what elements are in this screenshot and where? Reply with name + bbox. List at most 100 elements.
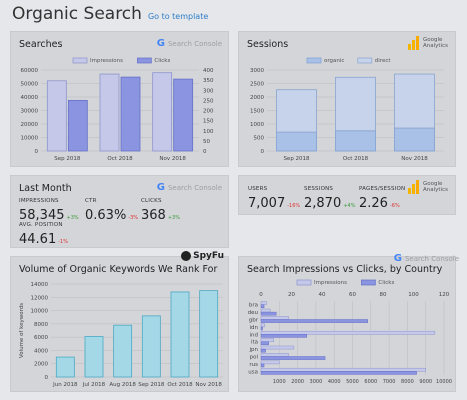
analytics-icon xyxy=(408,180,420,194)
y-tick-label: 2500 xyxy=(250,82,264,88)
kpi-clicks: CLICKS 368 +3% xyxy=(141,198,180,223)
legend-swatch xyxy=(137,57,152,64)
y-tick-label: 2000 xyxy=(250,95,264,101)
bar-clicks xyxy=(120,76,141,152)
legend-swatch xyxy=(357,57,373,64)
bar-clicks xyxy=(67,99,88,152)
search-console-badge: G Search Console xyxy=(393,253,459,264)
y-tick-label: 2000 xyxy=(34,362,48,368)
bar-clicks xyxy=(260,334,307,338)
y-tick-label: 20000 xyxy=(21,122,39,128)
bar-clicks xyxy=(260,304,265,309)
card-title: Searches xyxy=(19,39,63,50)
y-tick-label: 8000 xyxy=(34,322,48,328)
x-tick-label: Sep 2018 xyxy=(138,382,165,388)
sessions-chart: organic direct 0 500 1000 1500 2000 2500 3000 Sep… xyxy=(250,57,444,162)
y-tick-label: 0 xyxy=(261,149,265,155)
y-tick-label: 40000 xyxy=(21,95,39,101)
x2-tick-label: 80 xyxy=(380,292,387,298)
bar-keywords xyxy=(199,290,219,378)
x-tick-label: 9000 xyxy=(419,379,432,385)
x-tick-label: Jul 2018 xyxy=(82,382,106,388)
x-tick-label: Nov 2018 xyxy=(195,382,222,388)
y-tick-label: 1500 xyxy=(250,109,264,115)
y-tick-label: 3000 xyxy=(250,68,264,74)
y-tick-label: 10000 xyxy=(31,309,49,315)
x-tick-label: 6000 xyxy=(364,379,377,385)
search-console-badge: G Search Console xyxy=(156,182,222,193)
x-tick-label: 7000 xyxy=(383,379,396,385)
y-axis-label: Volume of keywords xyxy=(19,303,25,358)
x-tick-label: 1000 xyxy=(273,379,286,385)
bar-impressions xyxy=(260,308,271,313)
bar-clicks xyxy=(260,326,263,331)
y-tick-label: bra xyxy=(249,303,258,309)
bar-direct xyxy=(276,89,317,133)
x2-tick-label: 120 xyxy=(439,292,450,298)
analytics-icon xyxy=(408,36,420,50)
x-tick-label: Oct 2018 xyxy=(167,382,193,388)
bar-clicks xyxy=(260,311,277,316)
y2-tick-label: 300 xyxy=(203,88,214,94)
x-tick-label: Oct 2018 xyxy=(343,156,369,162)
y2-tick-label: 400 xyxy=(203,68,214,74)
y2-tick-label: 250 xyxy=(203,98,214,104)
y2-tick-label: 50 xyxy=(203,139,210,145)
bar-impressions xyxy=(260,330,436,335)
last-month-card: Last Month G Search Console IMPRESSIONS 5… xyxy=(10,175,229,248)
bar-impressions xyxy=(260,360,280,365)
google-g-icon: G xyxy=(156,38,165,49)
bar-keywords xyxy=(84,336,104,378)
y-tick-label: ita xyxy=(251,340,258,346)
bar-clicks xyxy=(260,363,265,368)
legend-label: direct xyxy=(375,58,392,64)
x-tick-label: 5000 xyxy=(346,379,359,385)
y-tick-label: 60000 xyxy=(21,68,39,74)
x-tick-label: Nov 2018 xyxy=(401,156,428,162)
y-tick-label: 6000 xyxy=(34,335,48,341)
y-tick-label: 50000 xyxy=(21,82,39,88)
y2-tick-label: 100 xyxy=(203,129,214,135)
kpi-impressions: IMPRESSIONS 58,345 +3% xyxy=(19,198,79,223)
legend-label: Impressions xyxy=(90,58,123,64)
go-to-template-link[interactable]: Go to template xyxy=(147,12,209,21)
bar-direct xyxy=(335,76,376,132)
y2-tick-label: 150 xyxy=(203,119,214,125)
legend-swatch xyxy=(361,279,376,286)
bar-impressions xyxy=(260,301,267,305)
x-tick-label: 2000 xyxy=(291,379,304,385)
bar-impressions xyxy=(260,353,289,357)
y-tick-label: 1000 xyxy=(250,122,264,128)
country-chart: Impressions Clicks 0 20 40 60 80 100 120 1000 2000… xyxy=(248,279,452,385)
kpi-avg-position: AVG. POSITION 44.61 -1% xyxy=(19,222,68,247)
y-tick-label: 14000 xyxy=(31,282,49,288)
y-tick-label: rus xyxy=(249,362,258,368)
legend-label: Clicks xyxy=(154,58,170,64)
bar-impressions xyxy=(260,338,275,342)
x-tick-label: Aug 2018 xyxy=(109,382,136,388)
y-tick-label: 10000 xyxy=(21,136,39,142)
bar-clicks xyxy=(173,78,194,152)
y-tick-label: pol xyxy=(250,355,259,361)
bar-clicks xyxy=(260,371,417,375)
y2-tick-label: 350 xyxy=(203,78,214,84)
analytics-metrics-card: Google Analytics USERS 7,007 -16% SESSION… xyxy=(238,175,456,215)
bar-impressions xyxy=(260,345,295,350)
x-tick-label: Sep 2018 xyxy=(283,156,310,162)
legend-label: organic xyxy=(324,58,344,64)
y-tick-label: 12000 xyxy=(31,295,49,301)
x2-tick-label: 100 xyxy=(408,292,419,298)
legend-swatch xyxy=(306,57,322,64)
bar-keywords xyxy=(141,315,161,378)
google-analytics-badge: Google Analytics xyxy=(408,36,449,50)
card-title: Volume of Organic Keywords We Rank For xyxy=(19,264,218,275)
x-tick-label: 10000 xyxy=(436,379,452,385)
bar-impressions xyxy=(152,72,173,152)
x-tick-label: Nov 2018 xyxy=(159,156,186,162)
legend-label: Clicks xyxy=(378,280,394,286)
bar-organic xyxy=(394,127,435,152)
bar-impressions xyxy=(260,323,265,328)
page-title: Organic Search xyxy=(12,4,142,24)
kpi-sessions: SESSIONS 2,870 +4% xyxy=(304,186,356,211)
y-tick-label: jpn xyxy=(248,347,258,353)
